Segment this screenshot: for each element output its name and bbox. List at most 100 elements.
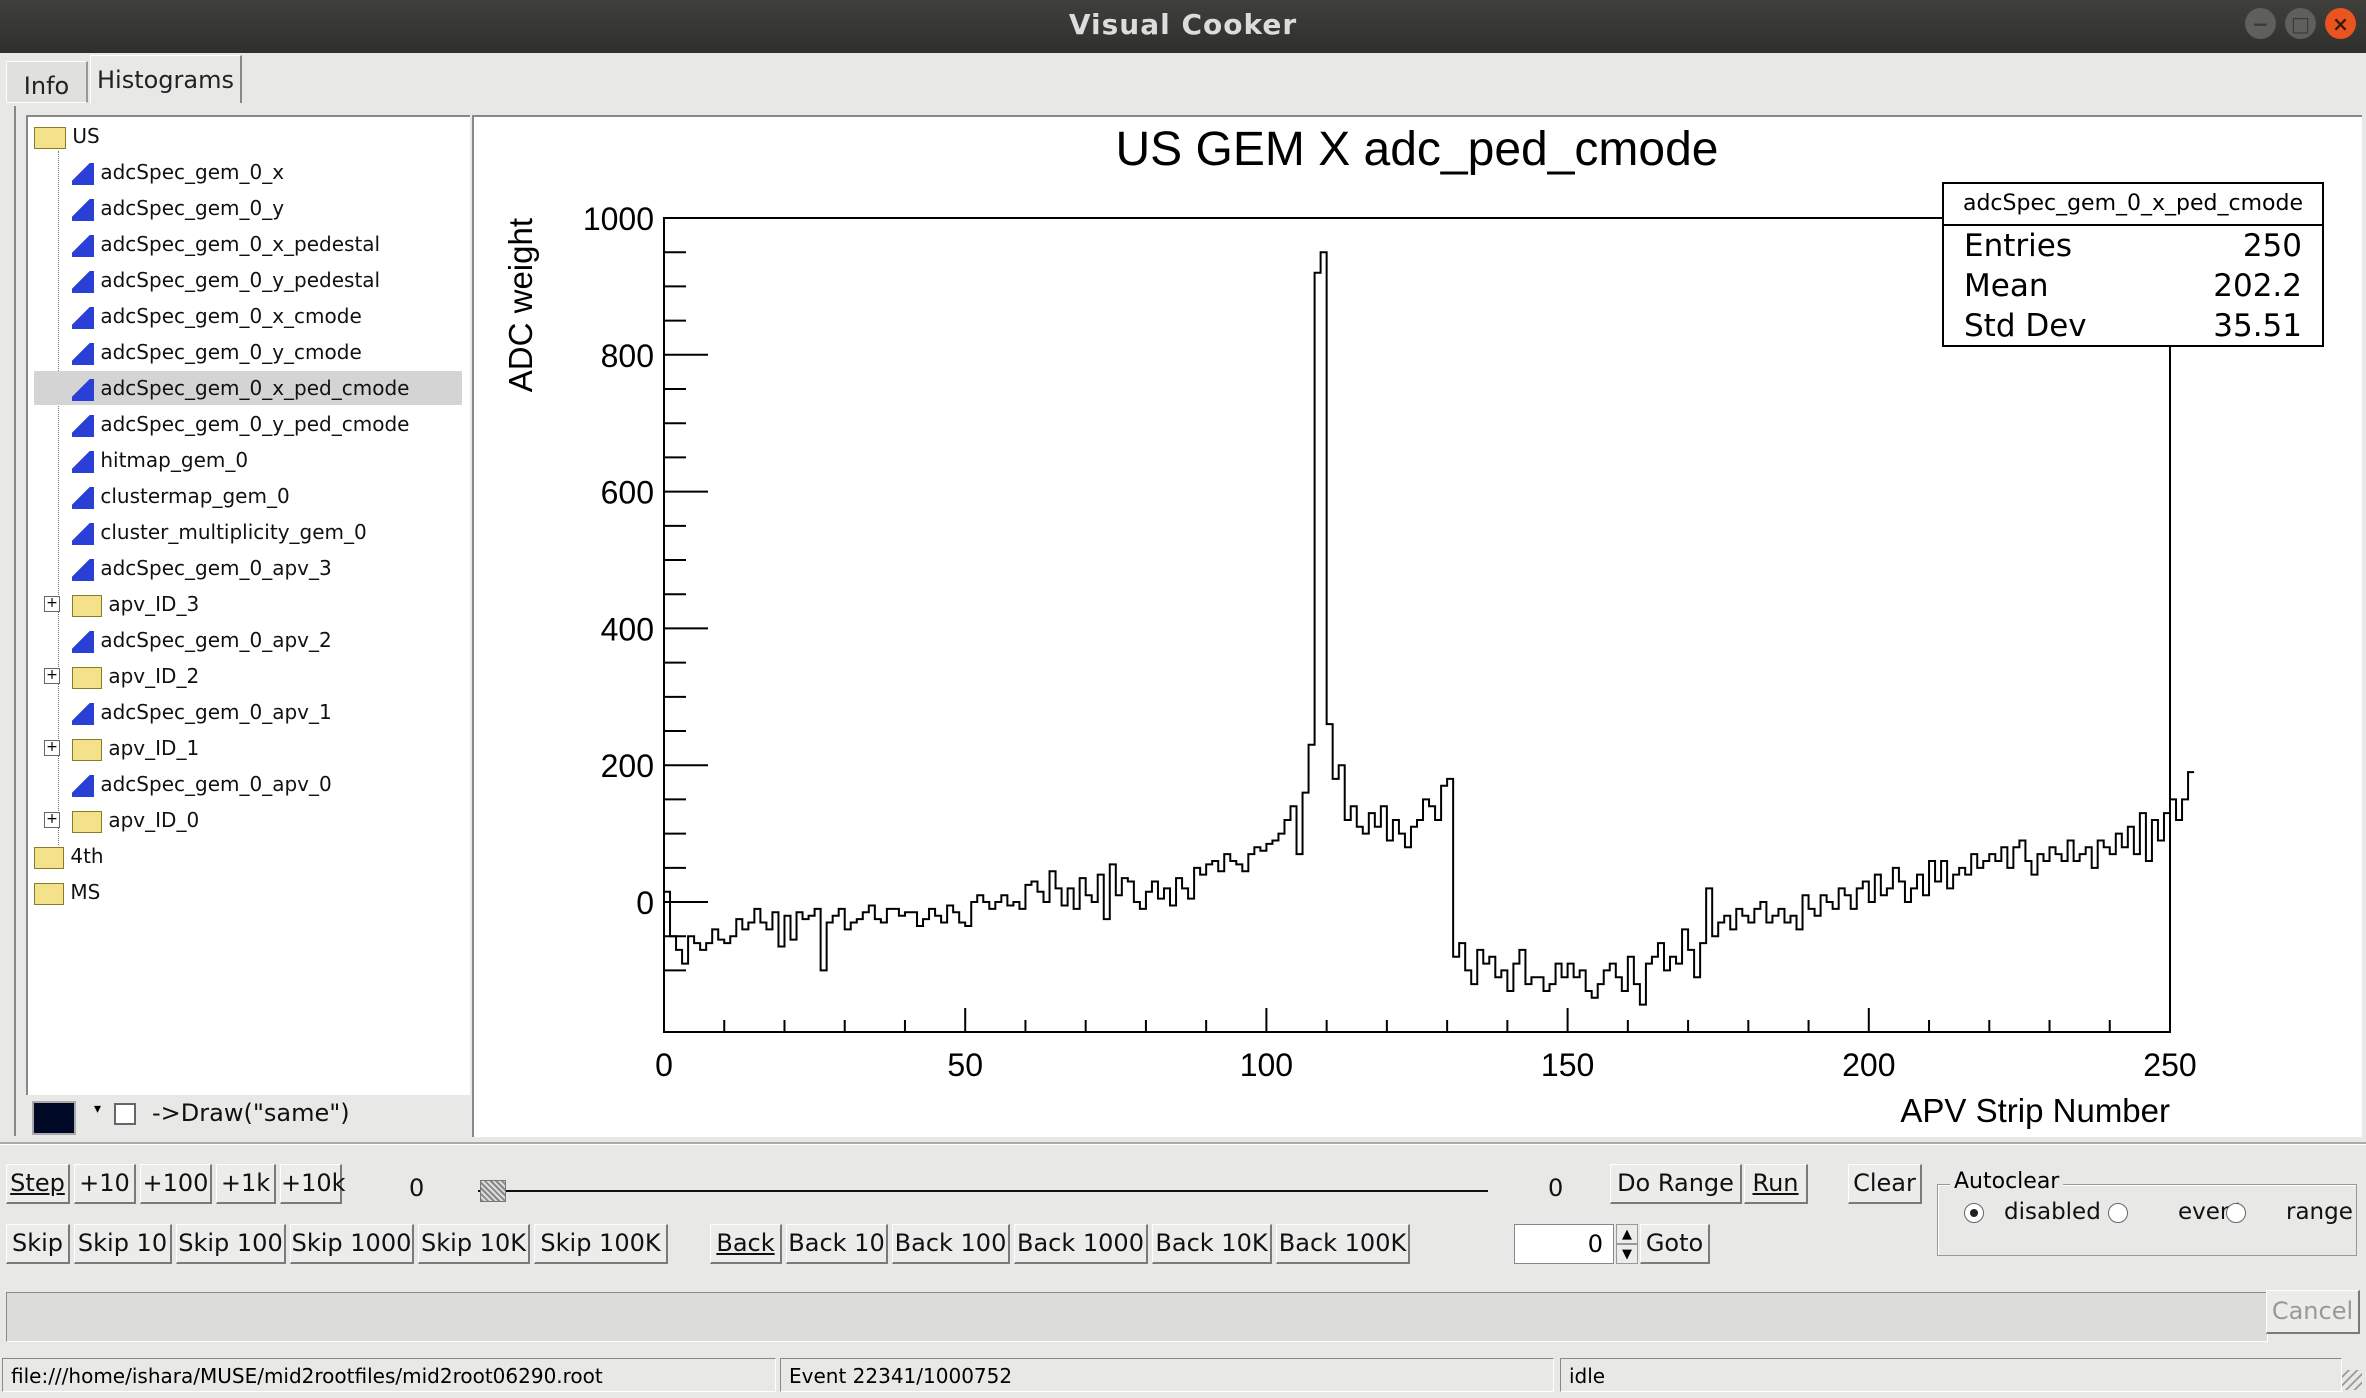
tree-item[interactable]: hitmap_gem_0 [72, 443, 248, 477]
histogram-icon [72, 306, 94, 329]
tree-folder-4th[interactable]: 4th [34, 839, 104, 873]
y-tick-label: 600 [601, 475, 654, 511]
back-button[interactable]: Back [710, 1224, 782, 1264]
resize-grip-icon[interactable] [2342, 1370, 2362, 1390]
autoclear-group: Autoclear disabled event range [1937, 1169, 2357, 1256]
plus100-button[interactable]: +100 [140, 1164, 212, 1204]
tree-item[interactable]: adcSpec_gem_0_apv_0 [72, 767, 332, 801]
tree-item[interactable]: adcSpec_gem_0_apv_1 [72, 695, 332, 729]
tree-item[interactable]: adcSpec_gem_0_y [72, 191, 284, 225]
histogram-icon [72, 270, 94, 293]
y-tick-label: 0 [636, 885, 654, 921]
chart-title: US GEM X adc_ped_cmode [1116, 123, 1719, 176]
goto-input[interactable]: 0 [1514, 1224, 1614, 1264]
stats-std: Std Dev 35.51 [1964, 308, 2302, 344]
histogram-icon [72, 342, 94, 365]
histogram-icon [72, 162, 94, 185]
slider-left-value: 0 [409, 1174, 425, 1202]
slider-track [478, 1190, 1488, 1192]
tree-item[interactable]: adcSpec_gem_0_apv_3 [72, 551, 332, 585]
tree-item[interactable]: adcSpec_gem_0_x_pedestal [72, 227, 380, 261]
draw-same-label: ->Draw("same") [152, 1099, 350, 1127]
radio-disabled[interactable] [1964, 1203, 1984, 1223]
histogram-tree[interactable]: US adcSpec_gem_0_x adcSpec_gem_0_y adcSp… [26, 115, 470, 1095]
back100k-button[interactable]: Back 100K [1276, 1224, 1410, 1264]
x-tick-label: 150 [1541, 1047, 1594, 1083]
skip1000-button[interactable]: Skip 1000 [290, 1224, 414, 1264]
tree-item[interactable]: cluster_multiplicity_gem_0 [72, 515, 367, 549]
stats-box[interactable]: adcSpec_gem_0_x_ped_cmode Entries 250 Mea… [1942, 182, 2324, 347]
color-swatch[interactable] [32, 1101, 76, 1135]
folder-icon [72, 594, 102, 617]
plot-frame [663, 217, 2171, 1033]
back10k-button[interactable]: Back 10K [1152, 1224, 1272, 1264]
progress-bar [6, 1292, 2268, 1342]
y-tick-label: 400 [601, 611, 654, 647]
expand-icon[interactable]: + [44, 596, 60, 612]
folder-open-icon [34, 126, 66, 149]
status-event: Event 22341/1000752 [780, 1358, 1554, 1392]
draw-same-checkbox[interactable] [114, 1103, 136, 1125]
radio-event[interactable] [2108, 1203, 2128, 1223]
title-bar: Visual Cooker − □ × [0, 0, 2366, 53]
tree-folder-ms[interactable]: MS [34, 875, 100, 909]
slider-handle[interactable] [480, 1180, 506, 1202]
tree-item[interactable]: adcSpec_gem_0_y_pedestal [72, 263, 380, 297]
histogram-icon [72, 774, 94, 797]
spinner-up-icon[interactable]: ▲ [1616, 1224, 1638, 1244]
histogram-icon [72, 198, 94, 221]
tree-item[interactable]: adcSpec_gem_0_y_ped_cmode [72, 407, 409, 441]
chevron-down-icon[interactable]: ▾ [94, 1101, 102, 1117]
goto-button[interactable]: Goto [1640, 1224, 1710, 1264]
tree-folder[interactable]: apv_ID_3 [72, 587, 199, 621]
plus1k-button[interactable]: +1k [216, 1164, 276, 1204]
plus10k-button[interactable]: +10k [280, 1164, 346, 1204]
back10-button[interactable]: Back 10 [786, 1224, 888, 1264]
close-icon[interactable]: × [2325, 8, 2356, 39]
clear-button[interactable]: Clear [1848, 1164, 1922, 1204]
spinner-down-icon[interactable]: ▼ [1616, 1244, 1638, 1264]
stats-title: adcSpec_gem_0_x_ped_cmode [1944, 184, 2322, 226]
do-range-button[interactable]: Do Range [1610, 1164, 1742, 1204]
tree-item[interactable]: adcSpec_gem_0_y_cmode [72, 335, 362, 369]
x-axis-label: APV Strip Number [1900, 1092, 2170, 1129]
maximize-icon[interactable]: □ [2285, 8, 2316, 39]
y-tick-label: 1000 [583, 201, 654, 237]
slider-right-value: 0 [1548, 1174, 1564, 1202]
minimize-icon[interactable]: − [2245, 8, 2276, 39]
tab-histograms[interactable]: Histograms [90, 55, 242, 103]
tree-folder-us[interactable]: US [34, 119, 100, 153]
tree-folder[interactable]: apv_ID_0 [72, 803, 199, 837]
tree-folder[interactable]: apv_ID_2 [72, 659, 199, 693]
radio-range[interactable] [2226, 1203, 2246, 1223]
skip100-button[interactable]: Skip 100 [176, 1224, 286, 1264]
radio-range-label: range [2286, 1199, 2353, 1225]
run-button[interactable]: Run [1744, 1164, 1808, 1204]
skip-button[interactable]: Skip [6, 1224, 70, 1264]
tree-item[interactable]: adcSpec_gem_0_x [72, 155, 284, 189]
cancel-button[interactable]: Cancel [2266, 1290, 2360, 1334]
histogram-icon [72, 234, 94, 257]
back100-button[interactable]: Back 100 [892, 1224, 1010, 1264]
step-button[interactable]: Step [6, 1164, 70, 1204]
tab-info[interactable]: Info [6, 61, 88, 103]
tree-item[interactable]: adcSpec_gem_0_apv_2 [72, 623, 332, 657]
histogram-icon [72, 558, 94, 581]
plus10-button[interactable]: +10 [74, 1164, 136, 1204]
event-slider[interactable] [478, 1180, 1488, 1202]
panel-border [14, 106, 16, 1136]
expand-icon[interactable]: + [44, 668, 60, 684]
separator [0, 1142, 2366, 1145]
radio-disabled-label: disabled [2004, 1199, 2101, 1225]
tree-folder[interactable]: apv_ID_1 [72, 731, 199, 765]
skip100k-button[interactable]: Skip 100K [534, 1224, 668, 1264]
skip10k-button[interactable]: Skip 10K [418, 1224, 530, 1264]
expand-icon[interactable]: + [44, 812, 60, 828]
back1000-button[interactable]: Back 1000 [1014, 1224, 1148, 1264]
tree-item[interactable]: adcSpec_gem_0_x_cmode [72, 299, 362, 333]
histogram-icon [72, 486, 94, 509]
expand-icon[interactable]: + [44, 740, 60, 756]
tree-item-selected[interactable]: adcSpec_gem_0_x_ped_cmode [34, 371, 462, 405]
tree-item[interactable]: clustermap_gem_0 [72, 479, 290, 513]
skip10-button[interactable]: Skip 10 [74, 1224, 172, 1264]
